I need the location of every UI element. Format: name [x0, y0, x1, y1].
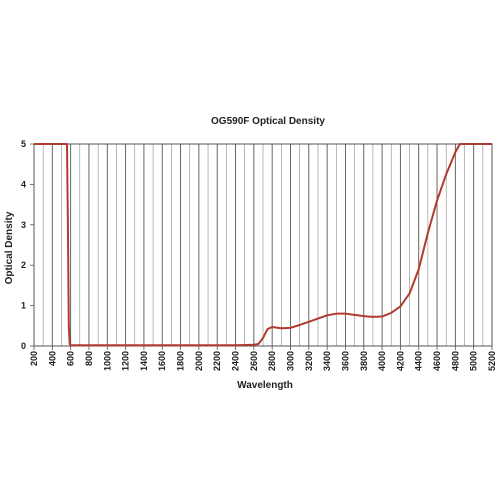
y-tick-label: 4 [21, 179, 26, 189]
x-tick-label: 3400 [322, 351, 332, 371]
x-tick-label: 1800 [176, 351, 186, 371]
x-tick-label: 1200 [121, 351, 131, 371]
x-tick-label: 4000 [377, 351, 387, 371]
y-tick-label: 3 [21, 220, 26, 230]
series-layer [34, 143, 492, 347]
x-tick-label: 4800 [450, 351, 460, 371]
x-tick-label: 2800 [267, 351, 277, 371]
plot-area-border [33, 143, 493, 347]
x-tick-label: 4200 [395, 351, 405, 371]
x-tick-label: 3000 [285, 351, 295, 371]
y-tick-label: 1 [21, 301, 26, 311]
x-tick-label: 3600 [340, 351, 350, 371]
chart-background [0, 108, 500, 396]
chart-title: OG590F Optical Density [211, 116, 325, 127]
x-tick-label: 4400 [414, 351, 424, 371]
x-tick-label: 3800 [359, 351, 369, 371]
x-tick-label: 1400 [139, 351, 149, 371]
x-tick-label: 1000 [102, 351, 112, 371]
grid-layer [42, 144, 484, 346]
y-tick-label: 2 [21, 260, 26, 270]
y-tick-label: 5 [21, 139, 26, 149]
x-tick-label: 4600 [432, 351, 442, 371]
x-tick-label: 2600 [249, 351, 259, 371]
x-tick-label: 3200 [304, 351, 314, 371]
y-axis-label: Optical Density [4, 211, 15, 284]
x-tick-label: 200 [29, 351, 39, 366]
x-axis-label: Wavelength [237, 380, 293, 391]
x-tick-label: 800 [84, 351, 94, 366]
x-tick-label: 2000 [194, 351, 204, 371]
chart-frame: OG590F Optical Density 200 400 600 800 1000 1… [0, 108, 500, 396]
x-tick-label: 600 [66, 351, 76, 366]
y-tick-label: 0 [21, 341, 26, 351]
x-tick-label: 400 [47, 351, 57, 366]
x-tick-label: 2200 [212, 351, 222, 371]
axis-layer: 200 400 600 800 1000 1200 1400 1600 1800 2000 2200… [21, 139, 497, 371]
x-tick-label: 5200 [487, 351, 497, 371]
optical-density-chart: OG590F Optical Density 200 400 600 800 1000 1… [0, 108, 500, 396]
x-tick-label: 5000 [469, 351, 479, 371]
optical-density-series-line [34, 143, 492, 347]
x-tick-label: 1600 [157, 351, 167, 371]
x-tick-label: 2400 [231, 351, 241, 371]
